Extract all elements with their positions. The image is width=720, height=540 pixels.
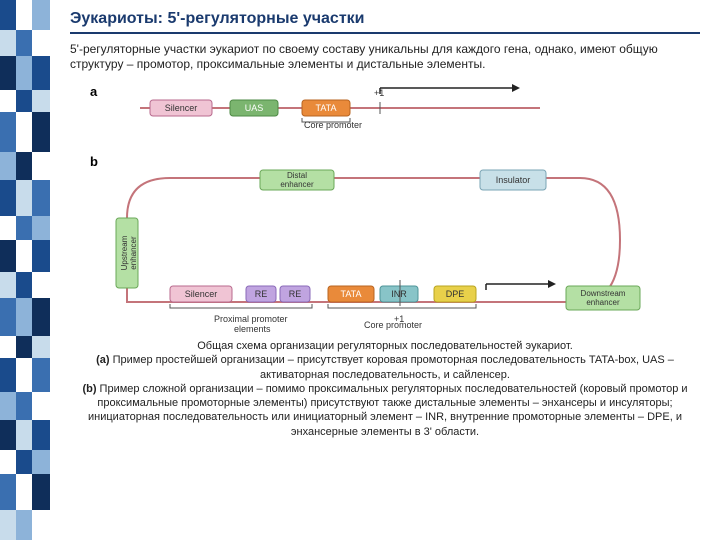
svg-text:Silencer: Silencer <box>165 103 198 113</box>
svg-text:RE: RE <box>289 289 302 299</box>
svg-text:INR: INR <box>391 289 407 299</box>
intro-paragraph: 5'-регуляторные участки эукариот по свое… <box>70 42 700 72</box>
svg-text:Distal: Distal <box>287 171 307 180</box>
caption-block: Общая схема организации регуляторных пос… <box>70 339 700 439</box>
svg-text:UAS: UAS <box>245 103 264 113</box>
svg-text:+1: +1 <box>394 314 404 324</box>
svg-text:TATA: TATA <box>316 103 337 113</box>
svg-text:b: b <box>90 154 98 169</box>
caption-a-label: (a) <box>96 354 109 366</box>
caption-line1: Общая схема организации регуляторных пос… <box>197 340 573 352</box>
svg-text:enhancer: enhancer <box>129 236 138 270</box>
svg-text:RE: RE <box>255 289 268 299</box>
slide-main: Эукариоты: 5'-регуляторные участки 5'-ре… <box>50 0 720 540</box>
svg-text:Insulator: Insulator <box>496 175 531 185</box>
regulatory-diagram: aSilencerUASTATACore promoter+1bDistalen… <box>80 78 690 333</box>
caption-b-text: Пример сложной организации – помимо прок… <box>88 383 688 438</box>
svg-text:enhancer: enhancer <box>280 180 314 189</box>
caption-b-label: (b) <box>82 383 96 395</box>
svg-text:Upstream: Upstream <box>120 235 129 270</box>
svg-text:enhancer: enhancer <box>586 298 620 307</box>
svg-text:+1: +1 <box>374 88 384 98</box>
svg-text:DPE: DPE <box>446 289 465 299</box>
svg-text:Downstream: Downstream <box>581 289 626 298</box>
svg-text:Proximal promoter: Proximal promoter <box>214 314 288 324</box>
svg-text:elements: elements <box>234 324 271 333</box>
svg-text:Silencer: Silencer <box>185 289 218 299</box>
decorative-sidebar <box>0 0 50 540</box>
slide-title: Эукариоты: 5'-регуляторные участки <box>70 10 700 34</box>
svg-text:Core promoter: Core promoter <box>304 120 362 130</box>
svg-text:TATA: TATA <box>341 289 362 299</box>
svg-text:a: a <box>90 84 98 99</box>
caption-a-text: Пример простейшей организации – присутст… <box>110 354 674 380</box>
